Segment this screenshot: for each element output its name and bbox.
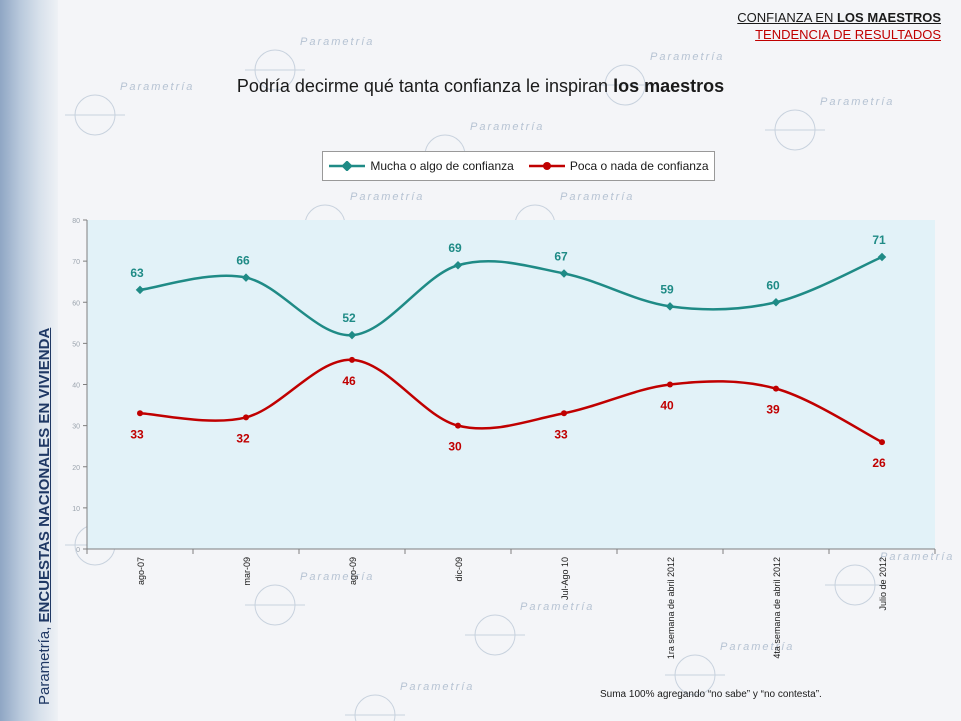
y-tick-label: 30 bbox=[72, 424, 80, 431]
y-tick-label: 40 bbox=[72, 383, 80, 390]
data-point-mucha bbox=[771, 298, 781, 307]
series-line-poca bbox=[139, 358, 883, 444]
watermark-text: Parametría bbox=[650, 51, 724, 63]
data-point-mucha bbox=[453, 260, 463, 270]
data-label-mucha: 66 bbox=[236, 254, 250, 268]
data-label-poca: 46 bbox=[342, 374, 356, 388]
data-point-mucha bbox=[347, 330, 357, 340]
header-topic: CONFIANZA EN LOS MAESTROS bbox=[737, 10, 941, 25]
watermark-text: Parametría bbox=[880, 551, 954, 563]
data-label-poca: 32 bbox=[236, 431, 250, 445]
watermark-text: Parametría bbox=[350, 191, 424, 203]
legend-swatch-teal-icon bbox=[329, 161, 366, 171]
data-label-poca: 33 bbox=[130, 427, 144, 441]
y-tick-label: 60 bbox=[72, 300, 80, 307]
data-point-poca bbox=[667, 381, 673, 388]
watermark-text: Parametría bbox=[400, 681, 474, 693]
data-label-mucha: 69 bbox=[448, 241, 462, 255]
legend-item-poca: Poca o nada de confianza bbox=[528, 159, 709, 173]
data-label-poca: 26 bbox=[872, 456, 886, 470]
series-line-mucha bbox=[139, 255, 883, 337]
watermark-text: Parametría bbox=[720, 641, 794, 653]
chart-question: Podría decirme qué tanta confianza le in… bbox=[0, 76, 961, 97]
data-point-mucha bbox=[665, 302, 675, 311]
slide-header: CONFIANZA EN LOS MAESTROS TENDENCIA DE R… bbox=[737, 10, 941, 42]
watermark-text: Parametría bbox=[520, 601, 594, 613]
legend-label-mucha: Mucha o algo de confianza bbox=[370, 159, 514, 173]
header-topic-prefix: CONFIANZA EN bbox=[737, 10, 837, 25]
data-point-poca bbox=[773, 385, 779, 392]
legend-item-mucha: Mucha o algo de confianza bbox=[328, 159, 514, 173]
x-tick-label: Julio de 2012 bbox=[878, 557, 888, 611]
x-tick-label: dic-09 bbox=[454, 557, 464, 582]
data-point-poca bbox=[137, 410, 143, 417]
x-tick-label: ago-07 bbox=[136, 557, 146, 585]
data-label-mucha: 52 bbox=[342, 311, 356, 325]
watermark-text: Parametría bbox=[120, 81, 194, 93]
data-label-poca: 40 bbox=[660, 399, 674, 413]
data-label-poca: 33 bbox=[554, 427, 568, 441]
y-tick-label: 0 bbox=[76, 547, 80, 554]
header-topic-bold: LOS MAESTROS bbox=[836, 10, 941, 25]
chart-data-labels: 63 66 52 69 67 59 60 71 33 32 46 30 33 40 39 26 bbox=[130, 233, 886, 470]
data-label-mucha: 67 bbox=[554, 249, 568, 263]
x-tick-label: mar-09 bbox=[242, 557, 252, 586]
data-point-poca bbox=[243, 414, 249, 421]
legend-swatch-red-icon bbox=[528, 162, 565, 170]
footnote: Suma 100% agregando “no sabe” y “no cont… bbox=[600, 689, 822, 700]
y-tick-label: 20 bbox=[72, 465, 80, 472]
x-tick-label: Jul-Ago 10 bbox=[560, 557, 570, 600]
data-point-poca bbox=[455, 422, 461, 429]
chart-legend: Mucha o algo de confianza Poca o nada de… bbox=[322, 151, 715, 181]
data-point-mucha bbox=[241, 273, 251, 282]
data-label-mucha: 71 bbox=[872, 233, 886, 247]
data-label-mucha: 59 bbox=[660, 282, 674, 296]
plot-area bbox=[87, 220, 935, 549]
question-prefix: Podría decirme qué tanta confianza le in… bbox=[236, 76, 614, 96]
data-label-poca: 39 bbox=[766, 403, 780, 417]
header-subtitle: TENDENCIA DE RESULTADOS bbox=[755, 27, 941, 42]
watermark-text: Parametría bbox=[300, 36, 374, 48]
legend-label-poca: Poca o nada de confianza bbox=[569, 159, 709, 173]
y-tick-label: 10 bbox=[72, 506, 80, 513]
watermark-text: Parametría bbox=[300, 571, 374, 583]
data-point-mucha bbox=[559, 269, 569, 278]
y-tick-label: 70 bbox=[72, 259, 80, 266]
x-tick-label: ago-09 bbox=[348, 557, 358, 585]
watermark-text: Parametría bbox=[470, 121, 544, 133]
data-label-mucha: 63 bbox=[130, 266, 144, 280]
x-tick-label: 1ra semana de abril 2012 bbox=[666, 557, 676, 659]
data-label-mucha: 60 bbox=[766, 278, 780, 292]
decorative-tree-strip bbox=[0, 0, 58, 721]
data-label-poca: 30 bbox=[448, 440, 462, 454]
chart-series bbox=[135, 252, 887, 446]
chart-axes: 0 10 20 30 40 50 60 70 80 ago-07 mar-09 ago-09 dic-0… bbox=[72, 218, 936, 659]
data-point-poca bbox=[349, 356, 355, 363]
data-point-poca bbox=[879, 439, 885, 446]
watermark-text: Parametría bbox=[560, 191, 634, 203]
data-point-poca bbox=[561, 410, 567, 417]
data-point-mucha bbox=[135, 285, 145, 295]
x-tick-label: 4ta semana de abril 2012 bbox=[772, 557, 782, 659]
question-bold: los maestros bbox=[613, 76, 725, 96]
watermark-text: Parametría bbox=[820, 96, 894, 108]
y-tick-label: 80 bbox=[72, 218, 80, 225]
y-tick-label: 50 bbox=[72, 341, 80, 348]
